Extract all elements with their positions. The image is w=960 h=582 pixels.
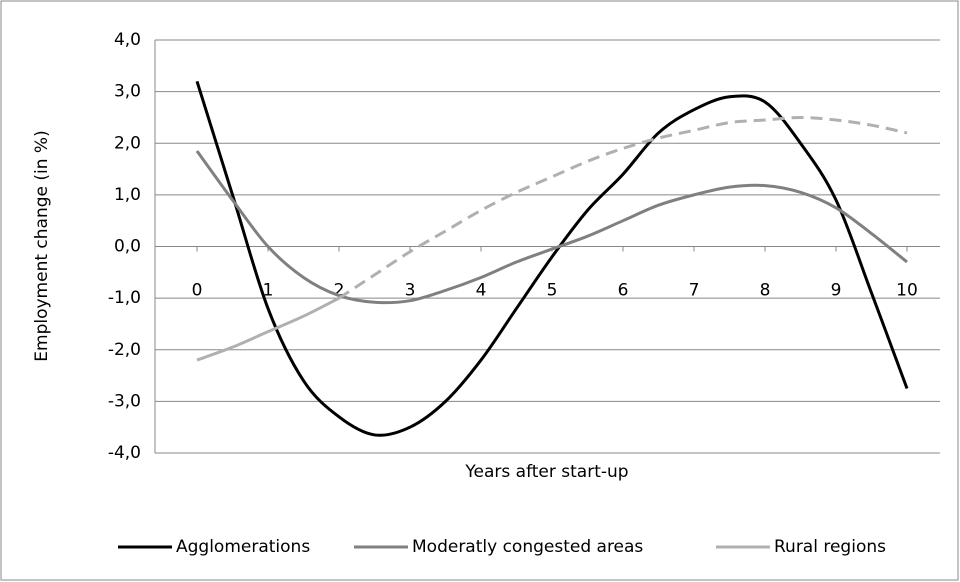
legend-label: Agglomerations (176, 537, 310, 557)
x-axis-label: Years after start-up (464, 462, 628, 482)
y-tick-label: 3,0 (114, 82, 141, 102)
legend-label: Moderatly congested areas (412, 537, 643, 557)
x-tick-label: 0 (192, 281, 203, 301)
line-series (338, 115, 908, 300)
x-tick-label: 1 (263, 281, 274, 301)
y-tick-label: -2,0 (108, 340, 141, 360)
x-tick-label: 7 (689, 281, 700, 301)
line-series (195, 80, 909, 437)
x-tick-label: 6 (618, 281, 629, 301)
y-tick-label: -1,0 (108, 288, 141, 308)
y-tick-label: -4,0 (108, 443, 141, 463)
y-tick-label: -3,0 (108, 391, 141, 411)
y-tick-label: 0,0 (114, 237, 141, 257)
y-tick-label: 1,0 (114, 185, 141, 205)
x-tick-label: 2 (334, 281, 345, 301)
x-tick-label: 3 (405, 281, 416, 301)
y-tick-label: 4,0 (114, 30, 141, 50)
x-tick-label: 5 (547, 281, 558, 301)
y-tick-label: 2,0 (114, 133, 141, 153)
line-series (196, 296, 340, 362)
x-tick-label: 10 (896, 281, 918, 301)
x-tick-label: 9 (831, 281, 842, 301)
x-tick-label: 4 (476, 281, 487, 301)
y-axis-label: Employment change (in %) (32, 130, 52, 361)
legend-label: Rural regions (774, 537, 886, 557)
x-tick-label: 8 (760, 281, 771, 301)
line-series (195, 150, 908, 305)
